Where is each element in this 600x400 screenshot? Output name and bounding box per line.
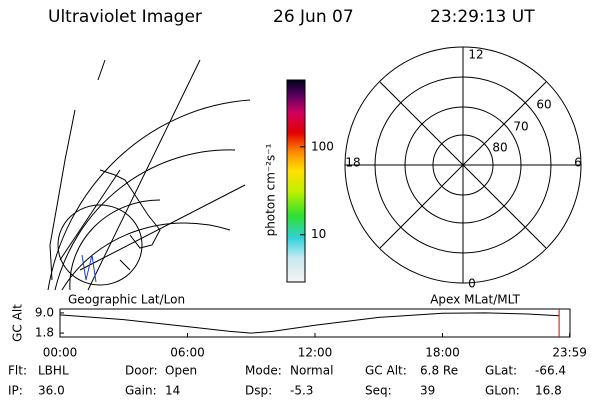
colorbar	[286, 79, 306, 283]
map-grid	[47, 59, 251, 291]
field-label: Dsp:	[245, 384, 272, 398]
field-label: GLat:	[485, 364, 517, 378]
field-label: IP:	[8, 384, 23, 398]
field-value: -66.4	[535, 364, 566, 378]
polar-grid	[344, 46, 582, 284]
lat-label: 60	[536, 98, 551, 112]
field-label: Mode:	[245, 364, 282, 378]
time: 23:29:13 UT	[430, 7, 535, 27]
field-label: Flt:	[8, 364, 27, 378]
field-label: Door:	[125, 364, 158, 378]
altitude-line	[59, 312, 560, 334]
mlt-label: 0	[468, 277, 476, 291]
x-tick-label: 18:00	[425, 346, 460, 360]
colorbar-tick-label: 10	[311, 227, 326, 241]
field-value: 16.8	[535, 384, 562, 398]
field-label: GLon:	[485, 384, 520, 398]
field-value: -5.3	[290, 384, 313, 398]
y-label: GC Alt	[11, 304, 25, 342]
field-value: 6.8 Re	[420, 364, 458, 378]
y-tick-label: 9.0	[35, 305, 54, 319]
mlt-label: 12	[468, 48, 483, 62]
date: 26 Jun 07	[273, 7, 354, 27]
map-left-label: Geographic Lat/Lon	[68, 293, 185, 307]
y-tick-label: 1.8	[35, 326, 54, 340]
x-tick-label: 06:00	[170, 346, 205, 360]
x-tick-label: 23:59	[552, 346, 587, 360]
field-value: 14	[165, 384, 180, 398]
field-label: Gain:	[125, 384, 157, 398]
x-tick-label: 00:00	[43, 346, 78, 360]
lat-label: 80	[492, 141, 507, 155]
lat-label: 70	[513, 120, 528, 134]
colorbar-label: photon cm⁻²s⁻¹	[264, 143, 278, 236]
field-value: LBHL	[38, 364, 69, 378]
field-value: Normal	[290, 364, 333, 378]
mlt-label: 6	[574, 156, 582, 170]
field-label: Seq:	[365, 384, 392, 398]
x-tick-label: 12:00	[298, 346, 333, 360]
map-right-label: Apex MLat/MLT	[430, 293, 520, 307]
colorbar-tick-label: 100	[311, 139, 334, 153]
field-value: 39	[420, 384, 435, 398]
title: Ultraviolet Imager	[48, 7, 202, 27]
mlt-label: 18	[345, 156, 360, 170]
field-label: GC Alt:	[365, 364, 407, 378]
field-value: Open	[165, 364, 197, 378]
field-value: 36.0	[38, 384, 65, 398]
